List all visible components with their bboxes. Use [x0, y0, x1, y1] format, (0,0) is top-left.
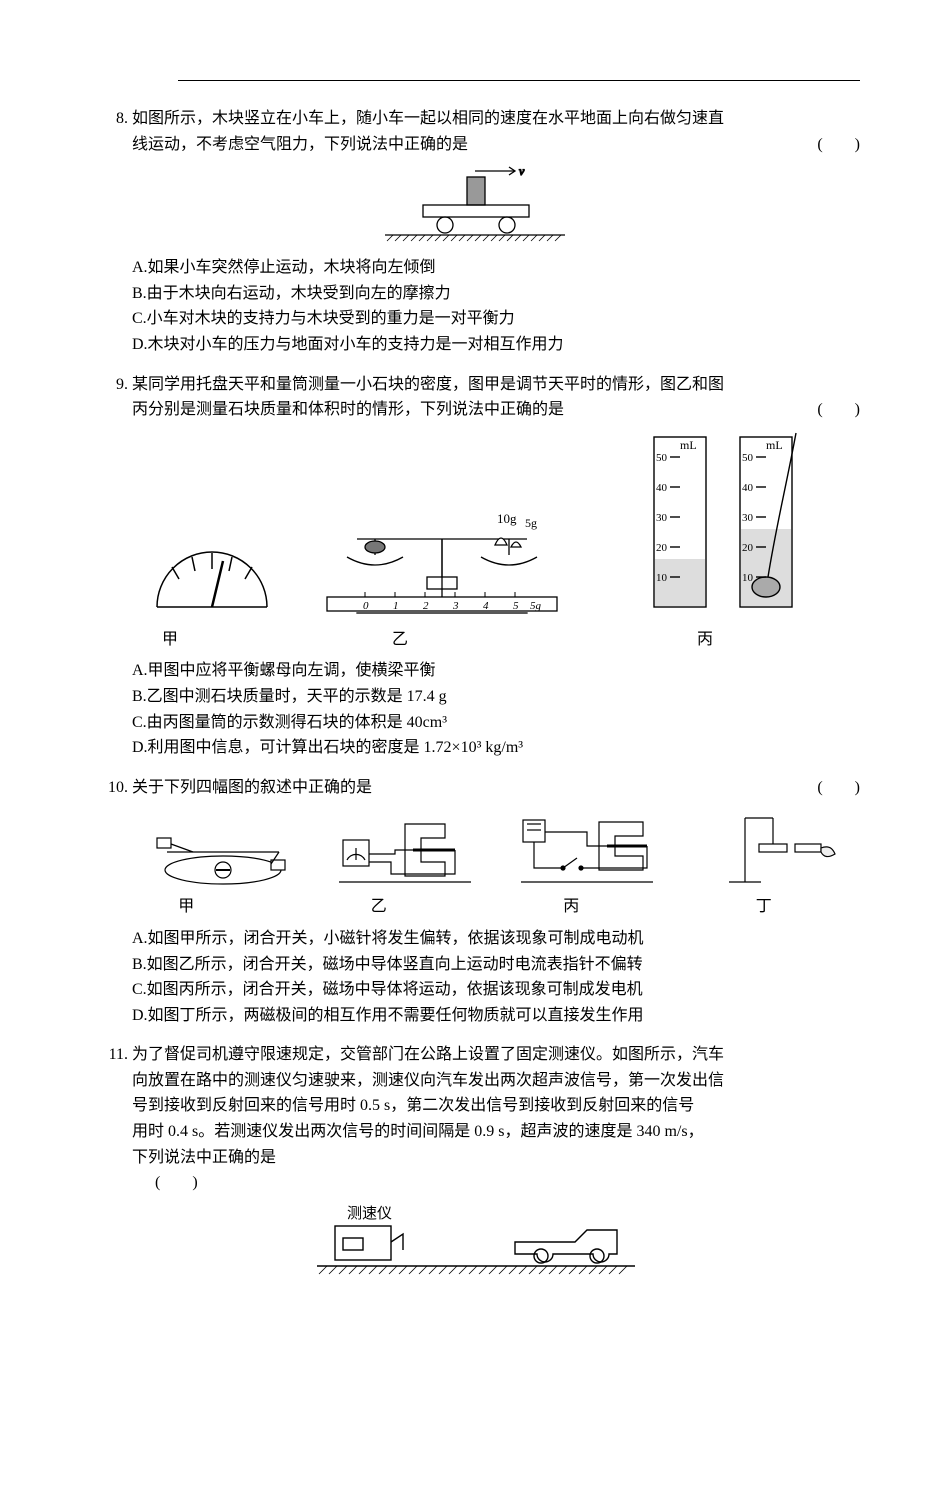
- q10-figure-ding: [678, 804, 860, 894]
- svg-text:20: 20: [742, 542, 754, 554]
- q9-option-D: D.利用图中信息，可计算出石块的密度是 1.72×10³ kg/m³: [132, 735, 860, 761]
- q9-figure-yi: 10g 5g 0 1 2 3 4 5 5g: [292, 487, 592, 627]
- question-11: 11. 为了督促司机遵守限速规定，交管部门在公路上设置了固定测速仪。如图所示，汽…: [90, 1042, 860, 1292]
- q9-figure-bing: mL 50 40 30 20 10: [592, 427, 860, 627]
- q9-text-line2: 丙分别是测量石块质量和体积时的情形，下列说法中正确的是: [132, 397, 817, 423]
- q9-blank-paren: ( ): [817, 397, 860, 423]
- q11-number: 11.: [90, 1042, 132, 1068]
- q11-text-line5: 下列说法中正确的是: [132, 1145, 860, 1171]
- q11-figure: 测速仪: [90, 1202, 860, 1292]
- q10-text: 关于下列四幅图的叙述中正确的是: [132, 775, 817, 801]
- q9-ruler-end-label: 5g: [530, 600, 542, 612]
- q8-option-A: A.如果小车突然停止运动，木块将向左倾倒: [132, 255, 860, 281]
- q8-text-line2: 线运动，不考虑空气阻力，下列说法中正确的是: [132, 132, 817, 158]
- q9-weight-10g-label: 10g: [497, 511, 517, 526]
- svg-text:30: 30: [742, 512, 754, 524]
- q9-option-C: C.由丙图量筒的示数测得石块的体积是 40cm³: [132, 710, 860, 736]
- q9-cyl-right-unit: mL: [766, 438, 783, 452]
- svg-text:10: 10: [656, 572, 668, 584]
- q8-option-C: C.小车对木块的支持力与木块受到的重力是一对平衡力: [132, 306, 860, 332]
- q8-arrow-label: v: [519, 164, 525, 178]
- q10-figure-yi: [314, 804, 496, 894]
- q8-number: 8.: [90, 106, 132, 132]
- q11-figure-label: 测速仪: [347, 1205, 392, 1222]
- question-8: 8. 如图所示，木块竖立在小车上，随小车一起以相同的速度在水平地面上向右做匀速直…: [90, 106, 860, 358]
- q11-text-line4: 用时 0.4 s。若测速仪发出两次信号的时间间隔是 0.9 s，超声波的速度是 …: [132, 1119, 860, 1145]
- q10-caption-ding: 丁: [668, 894, 861, 920]
- svg-text:30: 30: [656, 512, 668, 524]
- q9-caption-yi: 乙: [250, 627, 550, 653]
- q10-option-B: B.如图乙所示，闭合开关，磁场中导体竖直向上运动时电流表指针不偏转: [132, 952, 860, 978]
- q9-option-B: B.乙图中测石块质量时，天平的示数是 17.4 g: [132, 684, 860, 710]
- q10-caption-jia: 甲: [90, 894, 283, 920]
- q9-text-line1: 某同学用托盘天平和量筒测量一小石块的密度，图甲是调节天平时的情形，图乙和图: [132, 372, 860, 398]
- q10-caption-bing: 丙: [475, 894, 668, 920]
- svg-text:50: 50: [656, 452, 668, 464]
- svg-text:20: 20: [656, 542, 668, 554]
- q10-option-C: C.如图丙所示，闭合开关，磁场中导体将运动，依据该现象可制成发电机: [132, 977, 860, 1003]
- q11-blank-paren: ( ): [155, 1174, 198, 1191]
- svg-text:10: 10: [742, 572, 754, 584]
- q9-figure-jia: [132, 517, 292, 627]
- q10-number: 10.: [90, 775, 132, 801]
- q11-text-line1: 为了督促司机遵守限速规定，交管部门在公路上设置了固定测速仪。如图所示，汽车: [132, 1042, 860, 1068]
- q10-figure-jia: [132, 804, 314, 894]
- question-9: 9. 某同学用托盘天平和量筒测量一小石块的密度，图甲是调节天平时的情形，图乙和图…: [90, 372, 860, 761]
- q11-text-line2: 向放置在路中的测速仪匀速驶来，测速仪向汽车发出两次超声波信号，第一次发出信: [132, 1068, 860, 1094]
- q10-blank-paren: ( ): [817, 775, 860, 801]
- question-10: 10. 关于下列四幅图的叙述中正确的是 ( ): [90, 775, 860, 1029]
- q8-text-line1: 如图所示，木块竖立在小车上，随小车一起以相同的速度在水平地面上向右做匀速直: [132, 106, 860, 132]
- q9-caption-jia: 甲: [90, 627, 250, 653]
- q10-option-D: D.如图丁所示，两磁极间的相互作用不需要任何物质就可以直接发生作用: [132, 1003, 860, 1029]
- q9-weight-5g-label: 5g: [525, 516, 537, 530]
- q10-option-A: A.如图甲所示，闭合开关，小磁针将发生偏转，依据该现象可制成电动机: [132, 926, 860, 952]
- q9-caption-bing: 丙: [550, 627, 860, 653]
- svg-text:4: 4: [483, 600, 489, 612]
- svg-text:2: 2: [423, 600, 429, 612]
- q9-cyl-left-unit: mL: [680, 438, 697, 452]
- top-horizontal-rule: [178, 80, 860, 81]
- svg-text:40: 40: [656, 482, 668, 494]
- svg-text:5: 5: [513, 600, 519, 612]
- svg-text:40: 40: [742, 482, 754, 494]
- svg-text:3: 3: [452, 600, 459, 612]
- q8-figure: v: [90, 163, 860, 253]
- q8-option-D: D.木块对小车的压力与地面对小车的支持力是一对相互作用力: [132, 332, 860, 358]
- q8-blank-paren: ( ): [817, 132, 860, 158]
- svg-text:50: 50: [742, 452, 754, 464]
- q11-text-line3: 号到接收到反射回来的信号用时 0.5 s，第二次发出信号到接收到反射回来的信号: [132, 1093, 860, 1119]
- q9-number: 9.: [90, 372, 132, 398]
- svg-text:0: 0: [363, 600, 369, 612]
- svg-text:1: 1: [393, 600, 399, 612]
- q8-option-B: B.由于木块向右运动，木块受到向左的摩擦力: [132, 281, 860, 307]
- q9-option-A: A.甲图中应将平衡螺母向左调，使横梁平衡: [132, 658, 860, 684]
- q10-figure-bing: [496, 804, 678, 894]
- q10-caption-yi: 乙: [283, 894, 476, 920]
